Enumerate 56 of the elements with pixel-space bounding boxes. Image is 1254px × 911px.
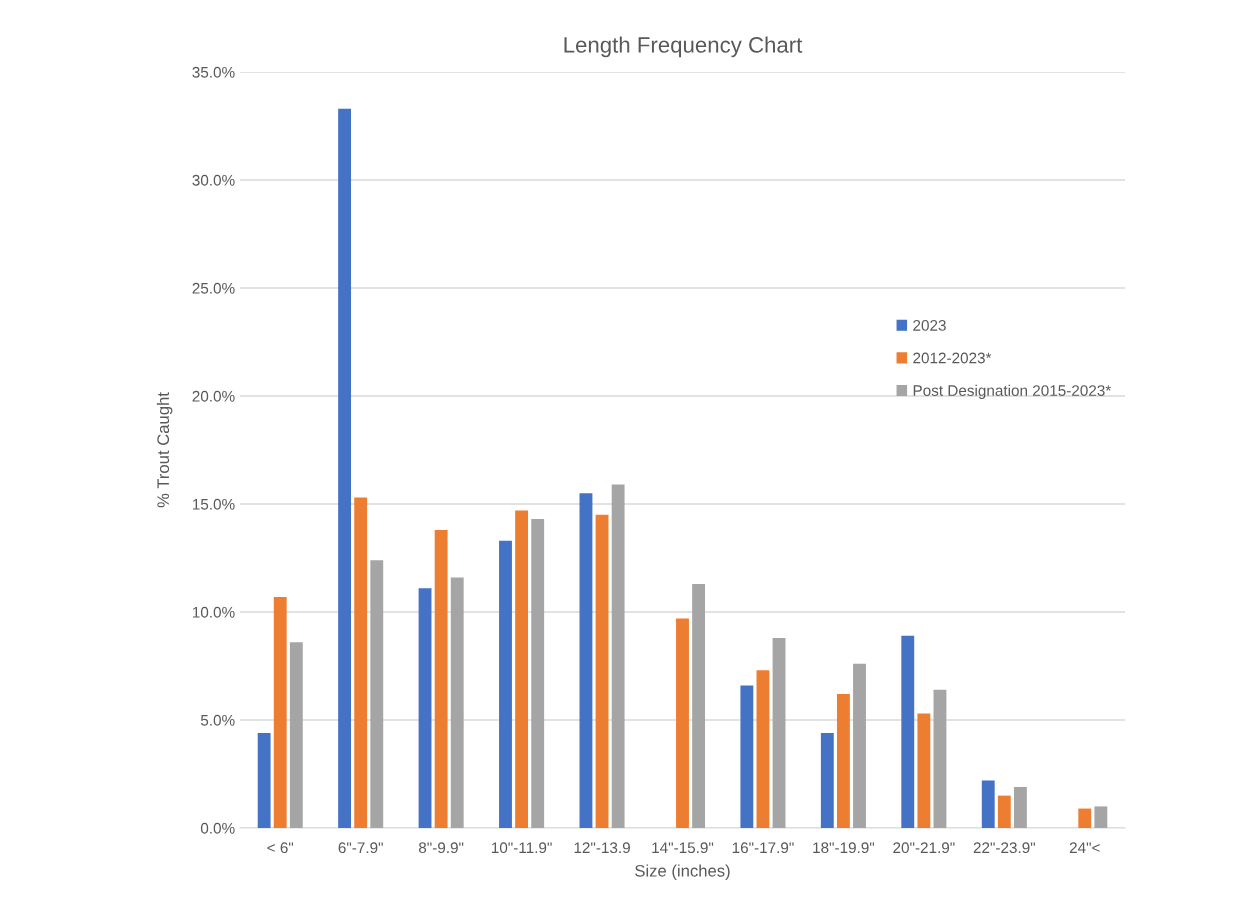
y-axis-title: % Trout Caught <box>156 392 173 508</box>
bar <box>595 514 609 828</box>
bar <box>273 596 287 828</box>
bar <box>1078 808 1092 828</box>
legend-label: 2023 <box>913 319 946 331</box>
x-tick-label: 8"-9.9" <box>418 842 464 854</box>
bar <box>676 618 689 828</box>
bar <box>917 713 931 828</box>
y-tick-label: 20.0% <box>192 390 235 402</box>
bar <box>257 732 271 828</box>
bar <box>289 642 303 828</box>
y-tick-label: 35.0% <box>192 66 235 78</box>
bar <box>418 588 432 828</box>
y-tick-label: 15.0% <box>192 498 235 510</box>
bar <box>933 689 947 828</box>
y-tick-label: 30.0% <box>192 174 235 186</box>
legend-label: 2012-2023* <box>913 352 992 364</box>
x-tick-label: 16"-17.9" <box>732 842 794 854</box>
bar <box>370 560 384 828</box>
bar <box>740 685 754 828</box>
bar <box>1094 806 1108 828</box>
bar <box>772 637 786 828</box>
bar <box>354 497 368 828</box>
bar <box>836 694 850 828</box>
bar <box>997 795 1011 828</box>
bar <box>756 670 770 828</box>
y-tick-label: 0.0% <box>200 822 235 834</box>
x-tick-label: 12"-13.9 <box>574 842 630 854</box>
x-tick-label: 14"-15.9" <box>652 842 714 854</box>
bar <box>611 484 625 828</box>
bar <box>853 663 866 828</box>
bar <box>981 780 995 828</box>
y-tick-label: 25.0% <box>192 282 235 294</box>
bar <box>579 493 593 828</box>
x-tick-label: 24"< <box>1069 842 1100 853</box>
bar <box>820 732 834 828</box>
bar <box>499 540 512 828</box>
x-tick-label: 22"-23.9" <box>973 842 1035 854</box>
x-axis-title: Size (inches) <box>635 864 730 880</box>
bar <box>450 577 464 828</box>
x-tick-label: < 6" <box>267 842 294 854</box>
chart-title: Length Frequency Chart <box>564 36 803 58</box>
bar <box>434 529 448 828</box>
legend-label: Post Designation 2015-2023* <box>913 384 1112 399</box>
bar <box>692 583 706 828</box>
bar <box>338 108 352 828</box>
y-tick-label: 10.0% <box>192 606 235 618</box>
bar <box>1013 786 1027 828</box>
bar <box>901 635 915 828</box>
bar <box>531 519 545 828</box>
x-tick-label: 6"-7.9" <box>338 842 383 854</box>
x-tick-label: 18"-19.9" <box>813 842 875 854</box>
y-tick-label: 5.0% <box>200 714 235 726</box>
x-tick-label: 10"-11.9" <box>491 842 552 854</box>
bar <box>515 510 529 828</box>
x-tick-label: 20"-21.9" <box>893 842 955 854</box>
